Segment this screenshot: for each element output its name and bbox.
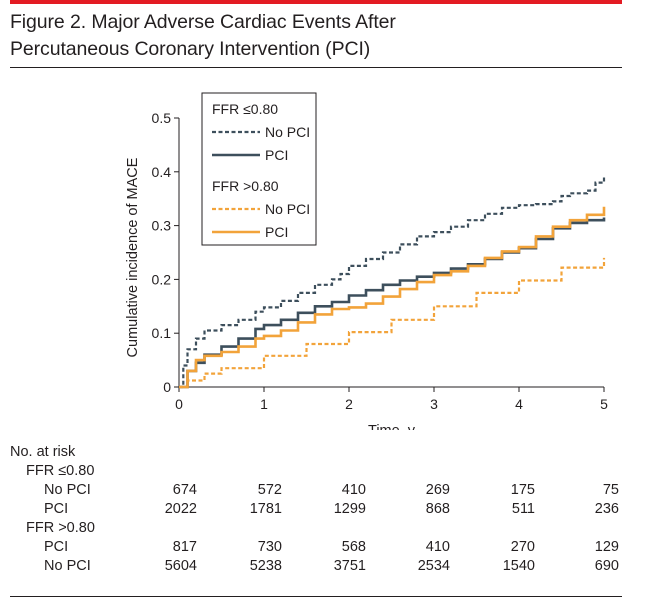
series-layer <box>179 177 606 389</box>
at-risk-group-label: FFR ≤0.80 <box>26 463 95 479</box>
x-tick-label: 3 <box>430 396 438 412</box>
y-tick-label: 0.2 <box>152 271 172 287</box>
at-risk-value: 3751 <box>333 558 366 574</box>
x-tick-label: 1 <box>260 396 268 412</box>
at-risk-value: 270 <box>510 539 535 555</box>
at-risk-row-label: PCI <box>44 501 69 517</box>
series-line-0 <box>179 177 606 389</box>
legend-label: No PCI <box>265 124 310 140</box>
at-risk-row-label: PCI <box>44 539 69 555</box>
at-risk-value: 269 <box>425 482 450 498</box>
at-risk-value: 868 <box>425 501 450 517</box>
at-risk-value: 730 <box>257 539 282 555</box>
y-tick-label: 0.3 <box>152 218 172 234</box>
at-risk-row-label: No PCI <box>44 558 91 574</box>
y-tick-label: 0.4 <box>152 164 172 180</box>
legend-box <box>201 92 317 246</box>
at-risk-value: 5238 <box>249 558 282 574</box>
at-risk-value: 817 <box>172 539 197 555</box>
at-risk-value: 175 <box>510 482 535 498</box>
accent-bar <box>10 0 622 4</box>
at-risk-value: 5604 <box>164 558 197 574</box>
figure-title-line2: Percutaneous Coronary Intervention (PCI) <box>10 38 371 60</box>
at-risk-value: 2534 <box>417 558 450 574</box>
at-risk-group-label: FFR >0.80 <box>26 520 95 536</box>
x-tick-label: 0 <box>175 396 183 412</box>
at-risk-heading: No. at risk <box>10 444 76 460</box>
title-rule <box>10 67 622 68</box>
x-tick-label: 4 <box>515 396 523 412</box>
at-risk-value: 410 <box>341 482 366 498</box>
y-tick-label: 0.1 <box>152 325 172 341</box>
legend-label: No PCI <box>265 201 310 217</box>
legend-group-title: FFR >0.80 <box>212 178 279 194</box>
y-tick-label: 0.5 <box>152 110 172 126</box>
legend-label: PCI <box>265 224 288 240</box>
at-risk-value: 75 <box>602 482 619 498</box>
series-line-3 <box>179 206 606 389</box>
legend-label: PCI <box>265 147 288 163</box>
at-risk-value: 572 <box>257 482 282 498</box>
legend-group-title: FFR ≤0.80 <box>212 101 278 117</box>
at-risk-value: 511 <box>511 501 535 517</box>
y-tick-label: 0 <box>163 379 171 395</box>
at-risk-value: 1299 <box>333 501 366 517</box>
at-risk-value: 236 <box>594 501 619 517</box>
at-risk-value: 1540 <box>502 558 535 574</box>
at-risk-value: 690 <box>594 558 619 574</box>
y-axis-label: Cumulative incidence of MACE <box>125 157 141 357</box>
axes: 0 0.1 0.2 0.3 0.4 0.5 0 1 2 3 4 5 Time, y Cumulative … <box>125 110 608 430</box>
at-risk-value: 1781 <box>249 501 282 517</box>
series-line-2 <box>179 257 606 389</box>
bottom-rule <box>10 596 622 597</box>
figure-title-line1: Figure 2. Major Adverse Cardiac Events A… <box>10 11 396 33</box>
at-risk-value: 568 <box>341 539 366 555</box>
x-axis-label: Time, y <box>368 423 416 430</box>
at-risk-value: 410 <box>425 539 450 555</box>
x-tick-label: 2 <box>345 396 353 412</box>
mace-chart: 0 0.1 0.2 0.3 0.4 0.5 0 1 2 3 4 5 Time, y Cumulative … <box>125 92 608 430</box>
x-tick-label: 5 <box>600 396 608 412</box>
at-risk-row-label: No PCI <box>44 482 91 498</box>
at-risk-value: 674 <box>172 482 197 498</box>
legend: FFR ≤0.80 No PCI PCI FFR >0.80 No PCI PCI <box>201 92 317 246</box>
figure-title: Figure 2. Major Adverse Cardiac Events A… <box>10 9 622 63</box>
at-risk-value: 129 <box>594 539 619 555</box>
at-risk-value: 2022 <box>164 501 197 517</box>
